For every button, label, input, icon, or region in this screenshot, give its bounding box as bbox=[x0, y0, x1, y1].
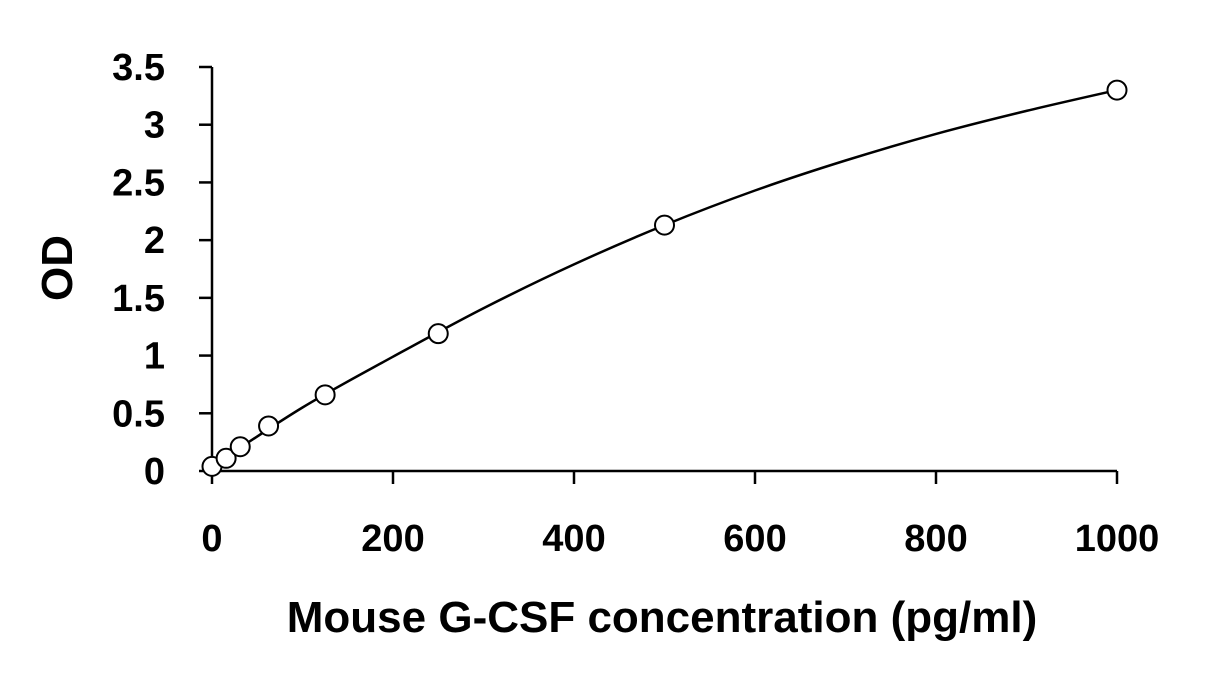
data-point bbox=[258, 415, 280, 437]
fit-curve-layer bbox=[211, 88, 1118, 468]
x-axis-title: Mouse G-CSF concentration (pg/ml) bbox=[287, 593, 1037, 642]
data-points-layer bbox=[201, 79, 1128, 477]
tick-labels-layer: 0 0.5 1 1.5 2 2.5 3 3.5 0 200 400 600 800 1000 bbox=[112, 47, 1159, 560]
y-tick-label: 2 bbox=[144, 220, 165, 262]
y-tick-label: 1.5 bbox=[112, 278, 165, 320]
x-tick-label: 800 bbox=[904, 518, 967, 560]
y-tick-label: 2.5 bbox=[112, 162, 165, 204]
data-point bbox=[427, 323, 449, 345]
y-tick-label: 0 bbox=[144, 451, 165, 493]
data-point bbox=[654, 214, 675, 236]
x-tick-label: 1000 bbox=[1075, 518, 1160, 560]
x-tick-label: 600 bbox=[723, 518, 786, 560]
y-tick-label: 1 bbox=[144, 336, 165, 378]
fit-curve bbox=[211, 88, 1118, 468]
y-tick-label: 0.5 bbox=[112, 393, 165, 435]
axes bbox=[199, 65, 1119, 484]
data-point bbox=[215, 447, 237, 469]
y-tick-label: 3 bbox=[144, 105, 165, 147]
data-point bbox=[1106, 79, 1128, 101]
x-tick-label: 200 bbox=[361, 518, 424, 560]
data-point bbox=[229, 436, 251, 458]
x-tick-label: 0 bbox=[201, 518, 222, 560]
data-point bbox=[314, 384, 336, 406]
x-tick-label: 400 bbox=[542, 518, 605, 560]
y-tick-label: 3.5 bbox=[112, 47, 165, 89]
y-axis-title: OD bbox=[33, 235, 82, 301]
